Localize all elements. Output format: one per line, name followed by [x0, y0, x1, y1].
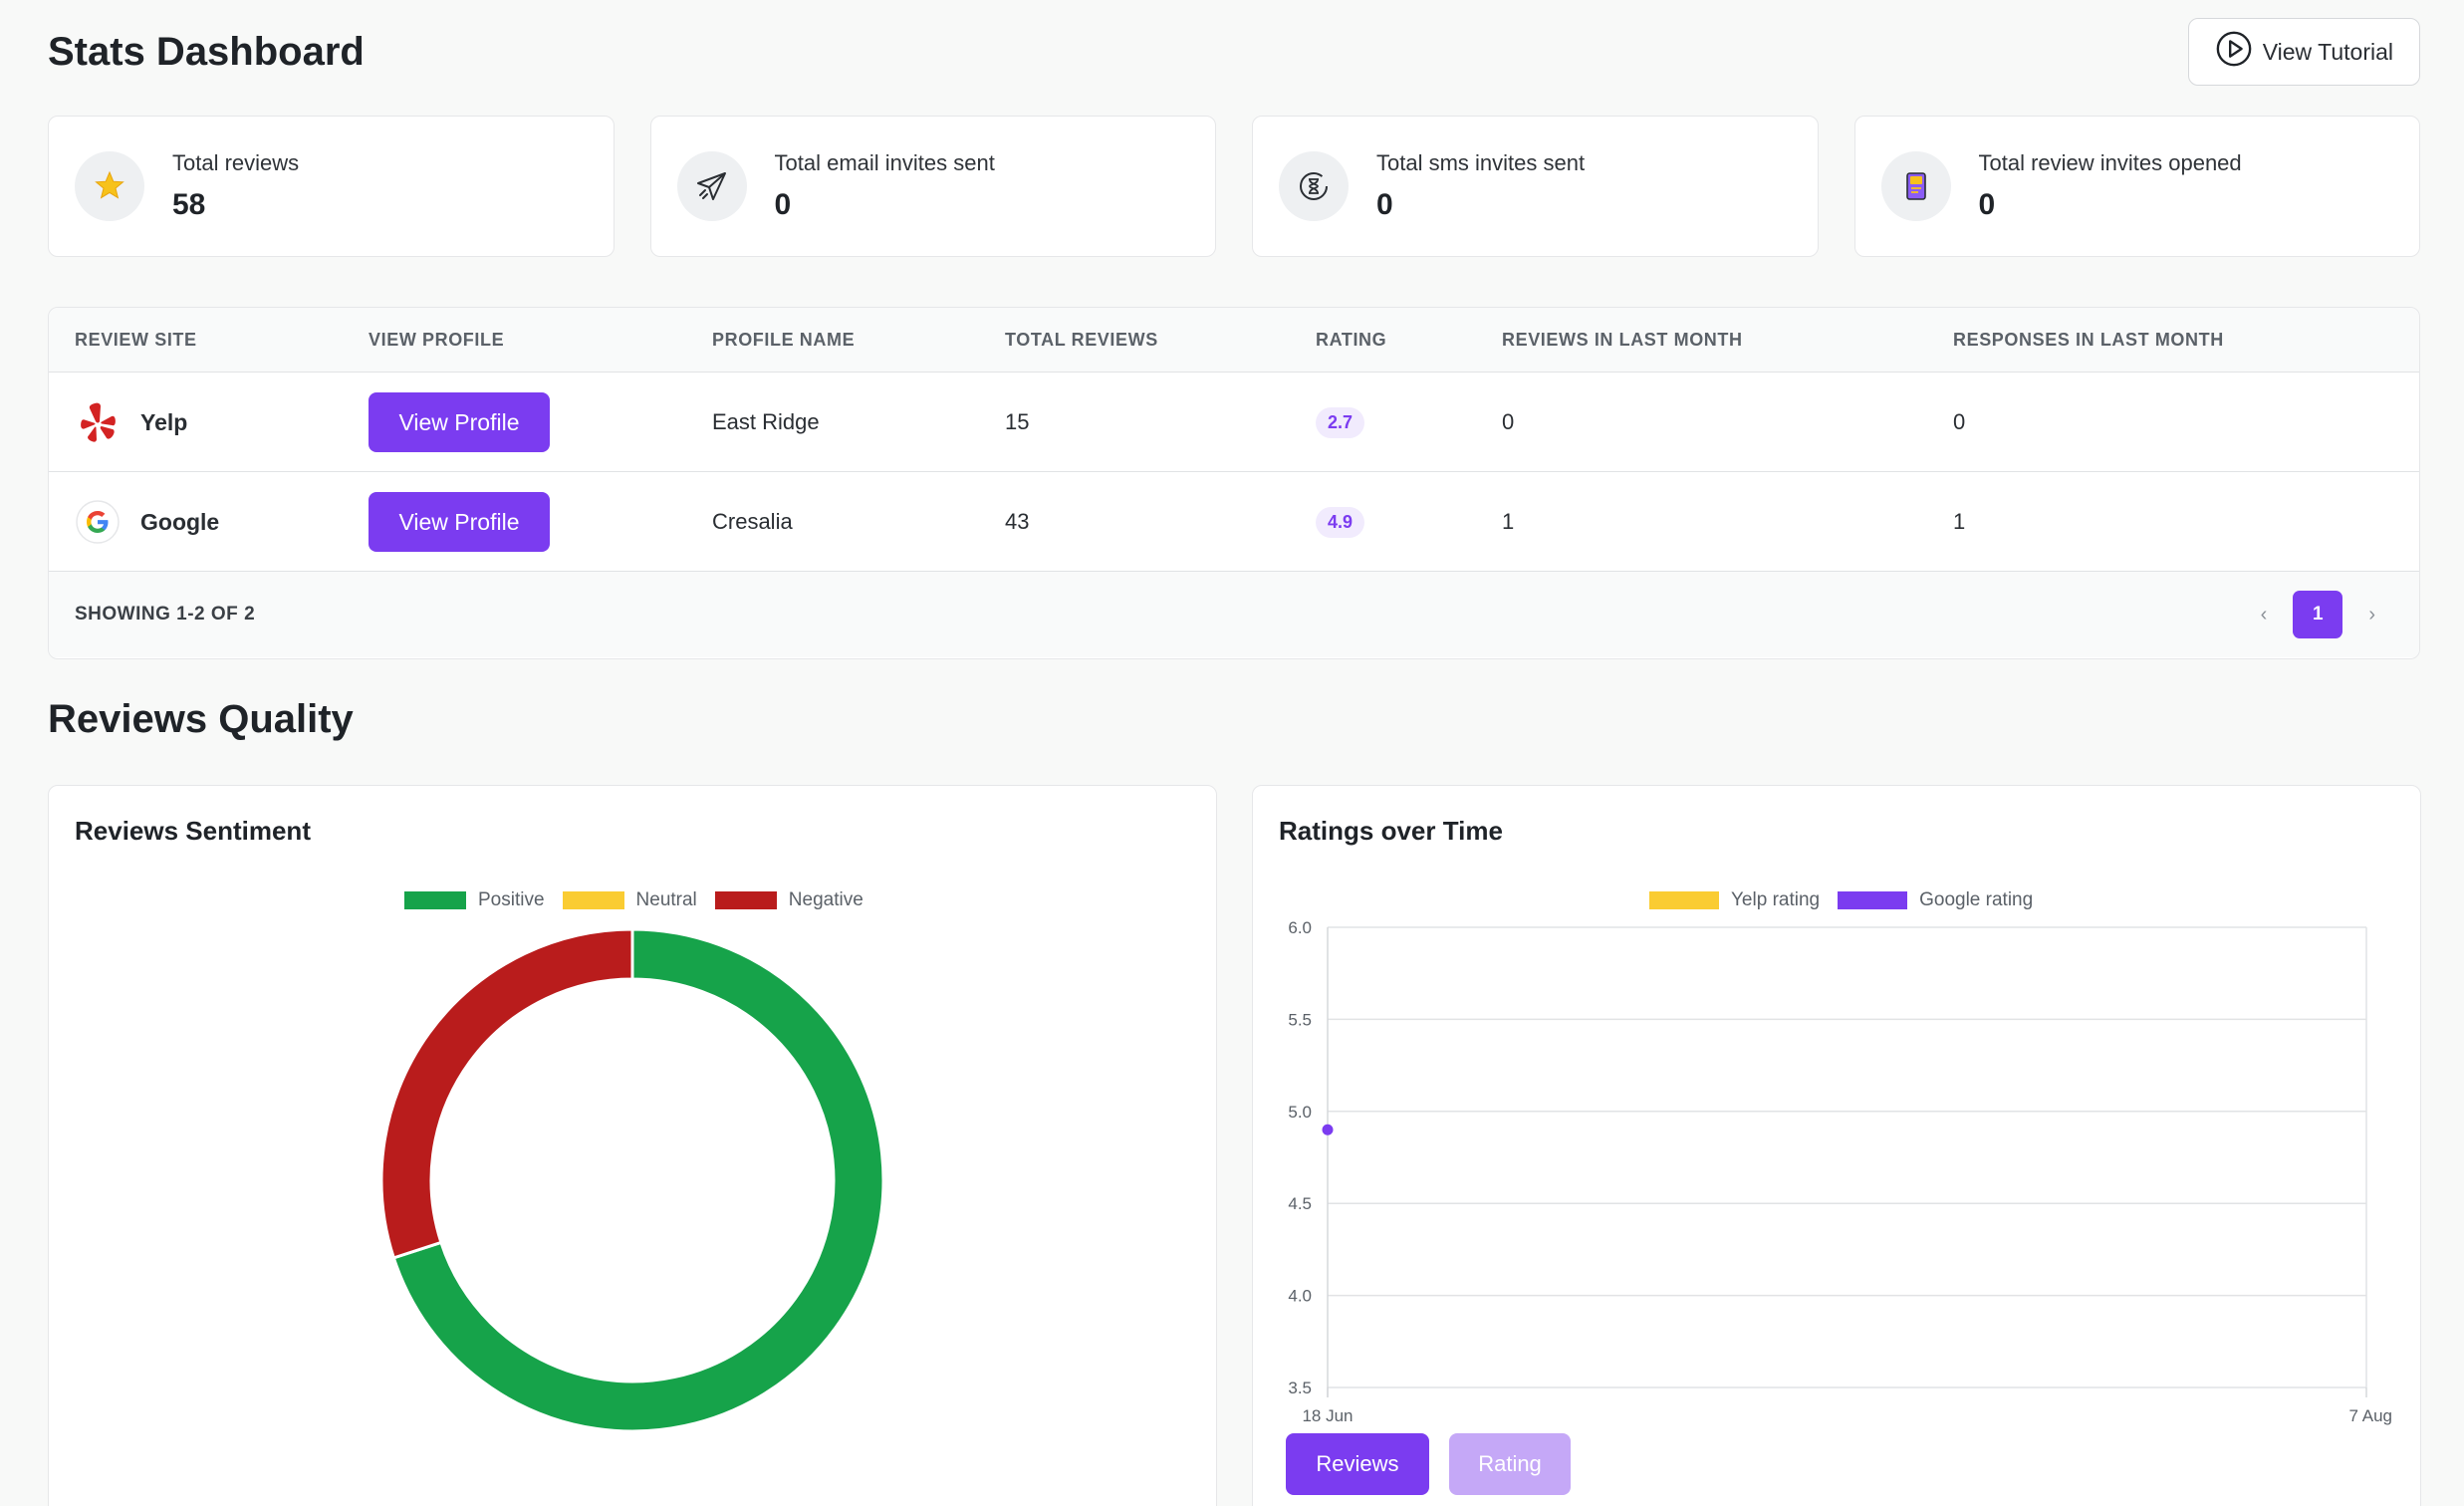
legend-item[interactable]: Google rating — [1838, 889, 2033, 911]
legend-swatch — [714, 891, 777, 909]
data-point-google-rating[interactable] — [1322, 1124, 1334, 1135]
total-reviews: 43 — [1005, 509, 1030, 534]
invite-card-icon — [1880, 151, 1951, 221]
stat-card-email-invites: Total email invites sent 0 — [649, 116, 1216, 257]
rating-badge: 2.7 — [1316, 406, 1365, 438]
reviews-last-month: 0 — [1502, 409, 1515, 434]
table-row: Google View Profile Cresalia 43 4.9 1 1 — [49, 472, 2419, 572]
ratings-line-chart: 6.0 5.5 5.0 4.5 4.0 3.5 18 Jun 7 Aug — [1288, 918, 2393, 1425]
ratings-chart-card: Ratings over Time Yelp rating Google rat… — [1252, 785, 2421, 1506]
hourglass-icon — [1279, 151, 1349, 221]
ratings-legend: Yelp rating Google rating — [1649, 889, 2051, 911]
view-profile-button[interactable]: View Profile — [369, 492, 550, 552]
stat-label: Total reviews — [172, 150, 300, 175]
stat-card-sms-invites: Total sms invites sent 0 — [1252, 116, 1819, 257]
legend-item[interactable]: Positive — [404, 889, 545, 911]
table-header: REVIEW SITE VIEW PROFILE PROFILE NAME TO… — [49, 308, 2419, 373]
y-tick-label: 6.0 — [1288, 918, 1312, 937]
view-tutorial-label: View Tutorial — [2262, 38, 2393, 65]
pagination: ‹ 1 › — [2261, 591, 2375, 638]
column-header-responses-last-month[interactable]: RESPONSES IN LAST MONTH — [1953, 330, 2224, 350]
column-header-rating[interactable]: RATING — [1316, 330, 1387, 350]
reviews-last-month: 1 — [1502, 509, 1515, 534]
page-header: Stats Dashboard View Tutorial — [48, 0, 2420, 104]
review-site-cell: Google — [75, 472, 219, 572]
play-circle-icon — [2215, 30, 2253, 74]
responses-last-month: 0 — [1953, 409, 1966, 434]
showing-count: SHOWING 1-2 OF 2 — [75, 604, 256, 625]
page-button-current[interactable]: 1 — [2293, 591, 2343, 638]
legend-swatch — [562, 891, 624, 909]
stat-value: 0 — [1376, 188, 1393, 221]
chevron-left-icon[interactable]: ‹ — [2260, 603, 2268, 626]
sentiment-donut-chart — [379, 927, 885, 1433]
star-icon — [75, 151, 144, 221]
legend-label: Neutral — [635, 889, 697, 910]
stat-value: 0 — [774, 188, 792, 221]
sentiment-chart-card: Reviews Sentiment Positive Neutral Negat… — [48, 785, 1217, 1506]
sentiment-legend: Positive Neutral Negative — [404, 889, 881, 911]
legend-label: Google rating — [1919, 889, 2034, 910]
review-site-name: Google — [140, 508, 220, 535]
stat-card-total-reviews: Total reviews 58 — [48, 116, 615, 257]
donut-slice-positive[interactable] — [391, 927, 885, 1433]
stat-label: Total sms invites sent — [1376, 150, 1586, 175]
column-header-reviews-last-month[interactable]: REVIEWS IN LAST MONTH — [1502, 330, 1743, 350]
review-site-name: Yelp — [140, 408, 188, 435]
legend-swatch — [1649, 891, 1719, 909]
column-header-profile-name[interactable]: PROFILE NAME — [712, 330, 856, 350]
stat-value: 58 — [172, 188, 206, 221]
legend-item[interactable]: Neutral — [562, 889, 697, 911]
reviews-toggle-button[interactable]: Reviews — [1286, 1433, 1429, 1495]
y-tick-label: 3.5 — [1288, 1379, 1312, 1397]
paper-plane-icon — [676, 151, 747, 221]
responses-last-month: 1 — [1953, 509, 1966, 534]
table-row: Yelp View Profile East Ridge 15 2.7 0 0 — [49, 373, 2419, 472]
y-tick-label: 5.0 — [1288, 1103, 1312, 1122]
page-title: Stats Dashboard — [48, 29, 365, 74]
legend-swatch — [1838, 891, 1908, 909]
legend-item[interactable]: Yelp rating — [1649, 889, 1820, 911]
rating-badge: 4.9 — [1316, 506, 1365, 538]
view-tutorial-button[interactable]: View Tutorial — [2187, 18, 2420, 86]
chart-title: Reviews Sentiment — [75, 816, 311, 846]
x-tick-label: 7 Aug — [2349, 1406, 2393, 1425]
stat-card-invites-opened: Total review invites opened 0 — [1853, 116, 2420, 257]
legend-label: Positive — [478, 889, 545, 910]
yelp-logo-icon — [75, 399, 121, 445]
chart-toggle-group: Reviews Rating — [1286, 1433, 1571, 1495]
stat-label: Total review invites opened — [1978, 150, 2242, 175]
review-site-cell: Yelp — [75, 373, 187, 472]
view-profile-button[interactable]: View Profile — [369, 392, 550, 452]
y-tick-label: 4.5 — [1288, 1194, 1312, 1213]
x-tick-label: 18 Jun — [1302, 1406, 1353, 1425]
section-title: Reviews Quality — [48, 697, 354, 741]
y-tick-label: 5.5 — [1288, 1010, 1312, 1029]
table-footer: SHOWING 1-2 OF 2 ‹ 1 › — [49, 572, 2419, 657]
chevron-right-icon[interactable]: › — [2368, 603, 2375, 626]
legend-swatch — [404, 891, 466, 909]
review-sites-table: REVIEW SITE VIEW PROFILE PROFILE NAME TO… — [48, 307, 2420, 659]
donut-slice-negative[interactable] — [379, 927, 634, 1260]
column-header-view-profile[interactable]: VIEW PROFILE — [369, 330, 505, 350]
stats-row: Total reviews 58 Total email invites sen… — [48, 116, 2420, 257]
chart-title: Ratings over Time — [1279, 816, 1503, 846]
profile-name: Cresalia — [712, 509, 793, 534]
legend-label: Negative — [788, 889, 863, 910]
stat-label: Total email invites sent — [774, 150, 995, 175]
legend-item[interactable]: Negative — [714, 889, 863, 911]
legend-label: Yelp rating — [1731, 889, 1821, 910]
column-header-total-reviews[interactable]: TOTAL REVIEWS — [1005, 330, 1158, 350]
rating-toggle-button[interactable]: Rating — [1449, 1433, 1571, 1495]
stat-value: 0 — [1978, 188, 1996, 221]
google-logo-icon — [75, 499, 121, 545]
y-tick-label: 4.0 — [1288, 1287, 1312, 1306]
column-header-review-site[interactable]: REVIEW SITE — [75, 330, 197, 350]
profile-name: East Ridge — [712, 409, 820, 434]
total-reviews: 15 — [1005, 409, 1030, 434]
